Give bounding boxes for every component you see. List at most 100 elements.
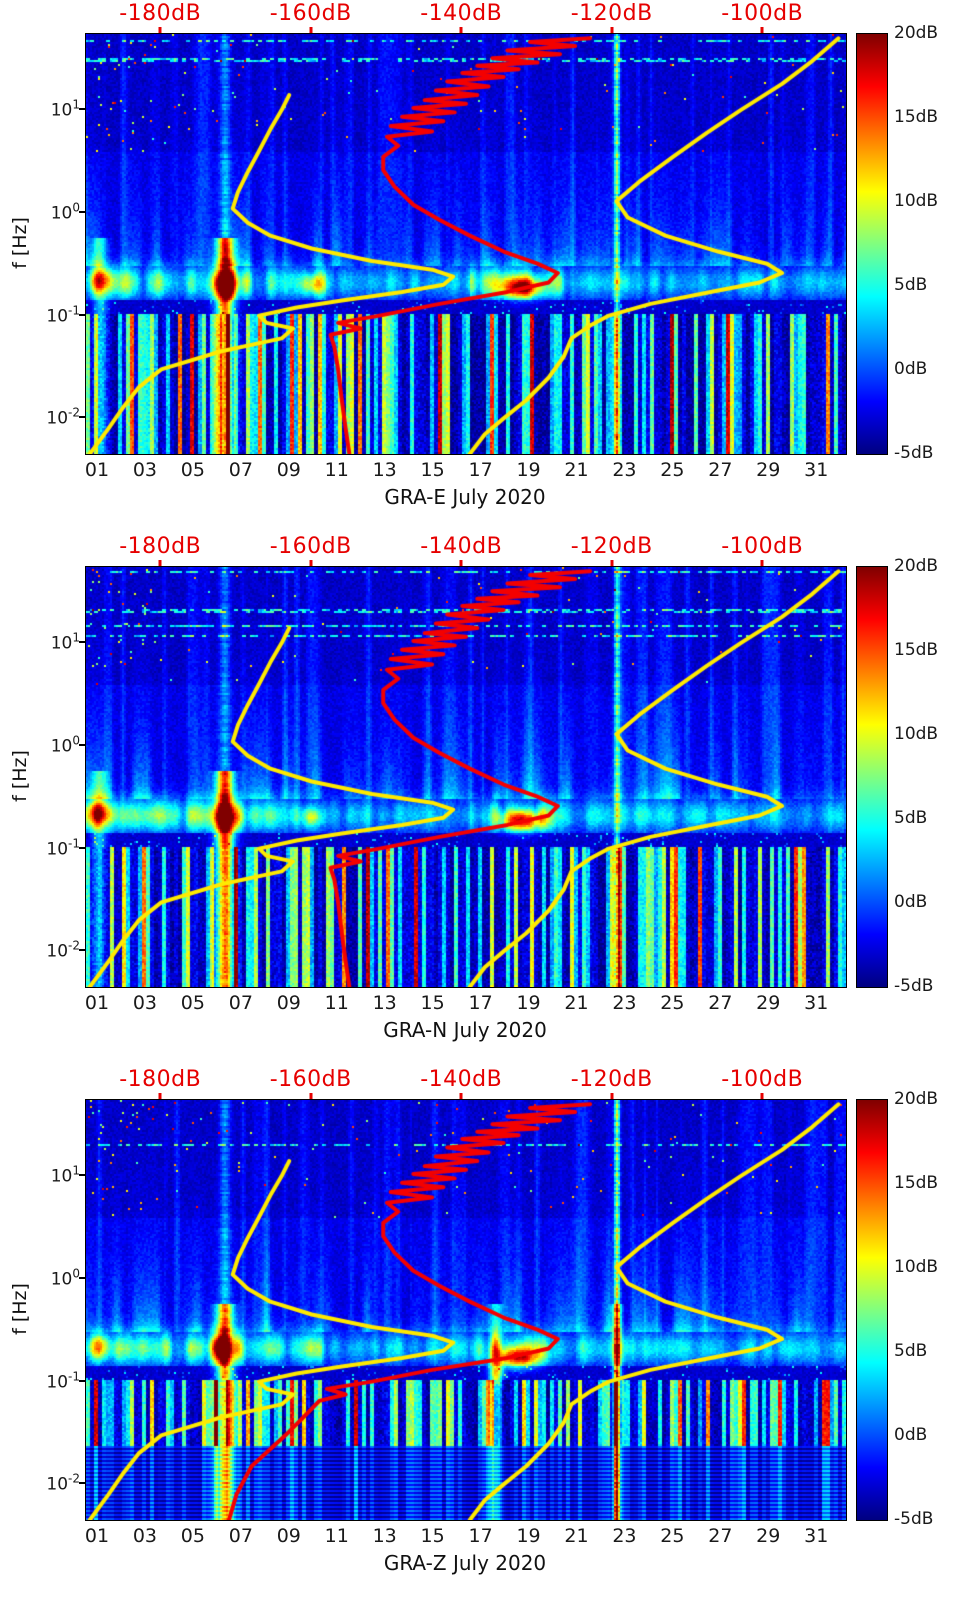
x-tick-label: 27 <box>708 459 733 481</box>
colorbar-tick-label: 20dB <box>894 1089 939 1109</box>
colorbar <box>856 33 888 455</box>
x-tick-label: 13 <box>372 459 397 481</box>
x-tick-label: 25 <box>660 459 685 481</box>
x-tick-label: 27 <box>708 1525 733 1547</box>
colorbar-tick-label: 10dB <box>894 191 939 211</box>
top-axis-label: -180dB <box>119 1067 202 1092</box>
top-axis-label: -140dB <box>420 1 503 26</box>
y-axis-label: f [Hz] <box>9 217 31 269</box>
y-tick-label: 10-2 <box>46 406 80 429</box>
x-tick-label: 17 <box>468 992 493 1014</box>
colorbar-tick-label: 0dB <box>894 359 928 379</box>
x-tick-label: 01 <box>84 459 110 481</box>
y-tick-label: 10-1 <box>46 303 80 326</box>
x-tick-label: 29 <box>756 992 781 1014</box>
x-tick-label: 05 <box>180 992 205 1014</box>
colorbar-tick-label: 5dB <box>894 808 928 828</box>
y-tick-label: 100 <box>50 200 80 224</box>
x-tick-label: 29 <box>756 459 781 481</box>
x-tick-label: 19 <box>516 992 541 1014</box>
top-axis-label: -160dB <box>269 534 352 559</box>
top-axis-label: -140dB <box>420 534 503 559</box>
spectrogram-plot <box>85 566 847 988</box>
x-tick-label: 07 <box>228 992 253 1014</box>
x-tick-label: 25 <box>660 1525 685 1547</box>
top-axis-label: -180dB <box>119 534 202 559</box>
x-tick-label: 19 <box>516 459 541 481</box>
x-tick-label: 01 <box>84 992 110 1014</box>
colorbar-tick-label: 0dB <box>894 1425 928 1445</box>
x-tick-label: 21 <box>564 992 589 1014</box>
x-tick-label: 15 <box>420 459 445 481</box>
colorbar-tick-label: 5dB <box>894 1341 928 1361</box>
x-tick-label: 23 <box>612 459 637 481</box>
x-tick-label: 01 <box>84 1525 110 1547</box>
colorbar-tick-label: -5dB <box>894 443 934 463</box>
top-axis-label: -140dB <box>420 1067 503 1092</box>
x-tick-label: 23 <box>612 1525 637 1547</box>
x-tick-label: 17 <box>468 459 493 481</box>
top-axis-label: -100dB <box>721 1067 804 1092</box>
y-tick-label: 100 <box>50 1266 80 1290</box>
colorbar-tick-label: 15dB <box>894 107 939 127</box>
x-tick-label: 17 <box>468 1525 493 1547</box>
colorbar-tick-label: -5dB <box>894 1509 934 1529</box>
x-axis-title: GRA-E July 2020 <box>384 485 546 509</box>
spectrogram-canvas <box>86 567 846 987</box>
top-axis-label: -120dB <box>570 534 653 559</box>
colorbar <box>856 1099 888 1521</box>
colorbar-gradient <box>857 34 887 454</box>
x-tick-label: 27 <box>708 992 733 1014</box>
colorbar-gradient <box>857 1100 887 1520</box>
x-tick-label: 13 <box>372 992 397 1014</box>
x-tick-label: 23 <box>612 992 637 1014</box>
x-tick-label: 31 <box>804 1525 829 1547</box>
top-axis-label: -160dB <box>269 1067 352 1092</box>
y-tick-label: 10-2 <box>46 939 80 962</box>
x-tick-label: 25 <box>660 992 685 1014</box>
x-tick-label: 03 <box>132 459 158 481</box>
x-tick-label: 07 <box>228 1525 253 1547</box>
colorbar <box>856 566 888 988</box>
colorbar-tick-label: -5dB <box>894 976 934 996</box>
y-tick-label: 10-1 <box>46 1369 80 1392</box>
x-tick-label: 11 <box>324 459 349 481</box>
panel-gra-n: f [Hz] -180dB -160dB -140dB -120dB -100dB 10… <box>0 533 962 1066</box>
top-axis-label: -120dB <box>570 1 653 26</box>
x-axis-title: GRA-N July 2020 <box>383 1018 547 1042</box>
x-tick-label: 21 <box>564 1525 589 1547</box>
x-axis-title: GRA-Z July 2020 <box>383 1551 547 1575</box>
x-tick-label: 03 <box>132 992 158 1014</box>
y-tick-label: 101 <box>50 630 80 654</box>
colorbar-tick-label: 0dB <box>894 892 928 912</box>
colorbar-tick-label: 15dB <box>894 1173 939 1193</box>
y-tick-label: 10-1 <box>46 836 80 859</box>
x-tick-label: 19 <box>516 1525 541 1547</box>
spectrogram-plot <box>85 1099 847 1521</box>
x-tick-label: 11 <box>324 992 349 1014</box>
x-tick-label: 03 <box>132 1525 158 1547</box>
y-tick-label: 100 <box>50 733 80 757</box>
colorbar-tick-label: 10dB <box>894 724 939 744</box>
x-tick-label: 09 <box>276 1525 301 1547</box>
x-tick-label: 09 <box>276 992 301 1014</box>
x-tick-label: 11 <box>324 1525 349 1547</box>
top-axis-label: -180dB <box>119 1 202 26</box>
colorbar-tick-label: 20dB <box>894 23 939 43</box>
x-tick-label: 29 <box>756 1525 781 1547</box>
spectrogram-canvas <box>86 1100 846 1520</box>
top-axis-label: -100dB <box>721 1 804 26</box>
x-tick-label: 15 <box>420 1525 445 1547</box>
x-tick-label: 21 <box>564 459 589 481</box>
spectrogram-canvas <box>86 34 846 454</box>
x-tick-label: 07 <box>228 459 253 481</box>
x-tick-label: 09 <box>276 459 301 481</box>
colorbar-tick-label: 10dB <box>894 1257 939 1277</box>
colorbar-tick-label: 5dB <box>894 275 928 295</box>
panel-gra-e: f [Hz] -180dB -160dB -140dB -120dB -100dB 10… <box>0 0 962 533</box>
x-tick-label: 13 <box>372 1525 397 1547</box>
top-axis-label: -160dB <box>269 1 352 26</box>
colorbar-tick-label: 20dB <box>894 556 939 576</box>
spectrogram-plot <box>85 33 847 455</box>
